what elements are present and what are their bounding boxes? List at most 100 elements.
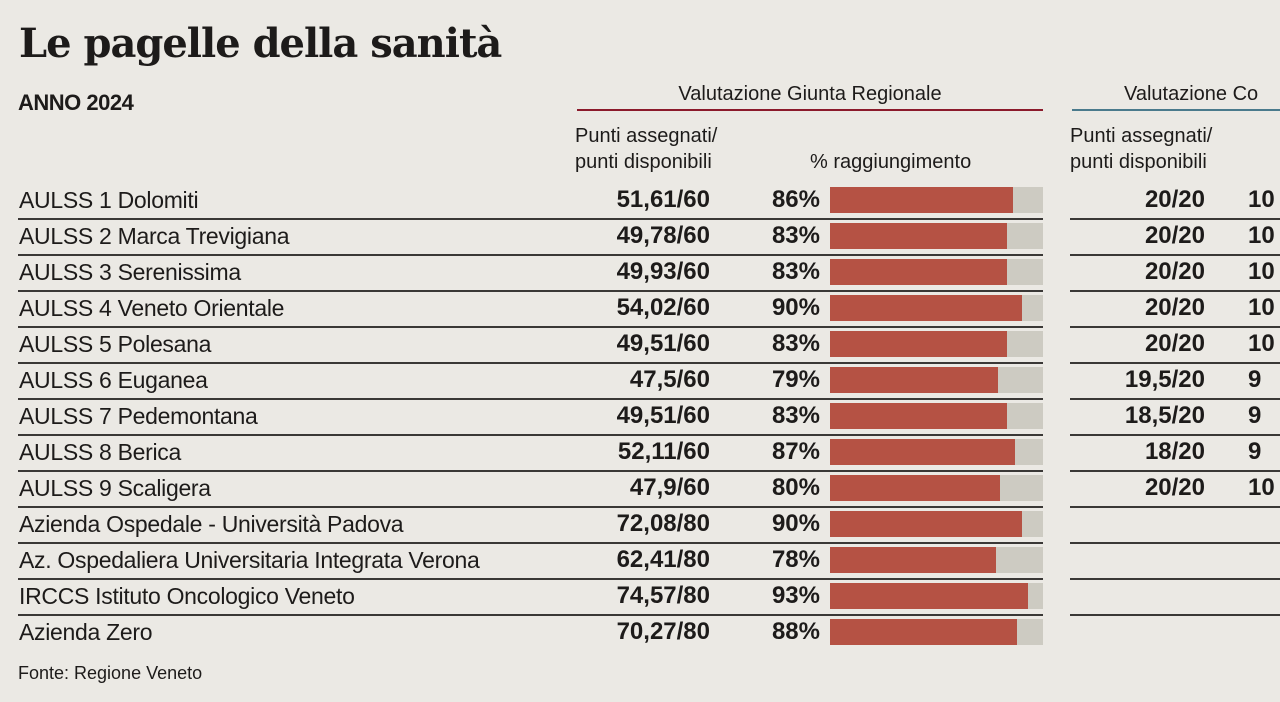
row-score-2: 19,5/20 (1124, 366, 1205, 393)
bar-track (830, 475, 1043, 501)
row-pct-label: 88% (771, 618, 820, 645)
bar-track (830, 259, 1043, 285)
table-row: AULSS 8 Berica 52,11/60 87% 18/20 9 (0, 435, 1280, 472)
group-header-giunta: Valutazione Giunta Regionale (678, 83, 942, 105)
row-score: 49,78/60 (616, 222, 710, 249)
row-divider-2 (1070, 434, 1280, 436)
row-pct-label: 83% (771, 222, 820, 249)
table-row: AULSS 3 Serenissima 49,93/60 83% 20/20 10 (0, 255, 1280, 292)
bar (830, 583, 1029, 609)
row-score: 47,9/60 (629, 474, 710, 501)
chart-subtitle: ANNO 2024 (18, 90, 134, 115)
bar (830, 295, 1022, 321)
row-divider (18, 362, 1043, 364)
row-divider (18, 218, 1043, 220)
row-pct-2: 10 (1248, 258, 1275, 285)
table-row: AULSS 4 Veneto Orientale 54,02/60 90% 20/20… (0, 291, 1280, 328)
row-pct-label: 86% (771, 186, 820, 213)
row-pct-label: 79% (771, 366, 820, 393)
bar-track (830, 583, 1043, 609)
row-divider-2 (1070, 326, 1280, 328)
row-score-2: 20/20 (1144, 258, 1205, 285)
bar-track (830, 223, 1043, 249)
row-pct-label: 87% (771, 438, 820, 465)
row-pct-label: 83% (771, 258, 820, 285)
table-row: AULSS 9 Scaligera 47,9/60 80% 20/20 10 (0, 471, 1280, 508)
bar (830, 331, 1007, 357)
row-divider (18, 614, 1043, 616)
row-score: 52,11/60 (617, 438, 710, 465)
row-name: AULSS 7 Pedemontana (19, 403, 258, 429)
col-header-points-2: Punti assegnati/ punti disponibili (1070, 123, 1212, 175)
row-name: AULSS 3 Serenissima (19, 259, 241, 285)
row-pct-2: 10 (1248, 186, 1275, 213)
row-score-2: 20/20 (1144, 330, 1205, 357)
row-score: 47,5/60 (629, 366, 710, 393)
row-score: 51,61/60 (616, 186, 710, 213)
row-divider (18, 434, 1043, 436)
row-name: Azienda Zero (19, 619, 153, 645)
col-header-points-2-line1: Punti assegnati/ (1070, 125, 1213, 147)
row-score-2: 18,5/20 (1124, 402, 1205, 429)
col-header-points-2-line2: punti disponibili (1070, 151, 1207, 173)
row-name: AULSS 1 Dolomiti (19, 187, 199, 213)
row-name: AULSS 2 Marca Trevigiana (19, 223, 290, 249)
row-name: IRCCS Istituto Oncologico Veneto (19, 583, 355, 609)
bar (830, 223, 1007, 249)
row-pct-2: 10 (1248, 222, 1275, 249)
bar-track (830, 367, 1043, 393)
table-row: IRCCS Istituto Oncologico Veneto 74,57/80… (0, 579, 1280, 616)
row-divider-2 (1070, 362, 1280, 364)
row-score: 72,08/80 (616, 510, 710, 537)
row-score-2: 20/20 (1144, 222, 1205, 249)
row-pct-label: 83% (771, 402, 820, 429)
bar (830, 259, 1007, 285)
bar-track (830, 187, 1043, 213)
row-divider (18, 326, 1043, 328)
source-note: Fonte: Regione Veneto (18, 663, 203, 683)
row-divider (18, 290, 1043, 292)
row-score: 54,02/60 (616, 294, 710, 321)
bar-track (830, 511, 1043, 537)
row-divider-2 (1070, 398, 1280, 400)
row-pct-label: 78% (771, 546, 820, 573)
bar (830, 619, 1018, 645)
row-pct-2: 10 (1248, 474, 1275, 501)
row-pct-label: 83% (771, 330, 820, 357)
row-score: 70,27/80 (616, 618, 710, 645)
row-score-2: 18/20 (1144, 438, 1205, 465)
row-pct-2: 9 (1248, 438, 1262, 465)
row-score: 49,51/60 (616, 402, 710, 429)
row-divider-2 (1070, 218, 1280, 220)
row-score: 74,57/80 (616, 582, 710, 609)
bar-track (830, 547, 1043, 573)
table-row: AULSS 1 Dolomiti 51,61/60 86% 20/20 10 (0, 183, 1280, 220)
row-divider-2 (1070, 254, 1280, 256)
row-divider-2 (1070, 506, 1280, 508)
row-divider-2 (1070, 542, 1280, 544)
col-header-pct: % raggiungimento (810, 151, 972, 173)
table-row: AULSS 6 Euganea 47,5/60 79% 19,5/20 9 (0, 363, 1280, 400)
row-pct-2: 9 (1248, 402, 1262, 429)
row-name: Azienda Ospedale - Università Padova (19, 511, 404, 537)
bar-track (830, 439, 1043, 465)
row-divider-2 (1070, 614, 1280, 616)
chart-title: Le pagelle della sanità (19, 20, 502, 67)
row-name: Az. Ospedaliera Universitaria Integrata … (19, 547, 480, 573)
row-name: AULSS 5 Polesana (19, 331, 212, 357)
row-divider (18, 578, 1043, 580)
col-header-points-line2: punti disponibili (575, 151, 712, 173)
group-rule-giunta (577, 109, 1043, 111)
table-row: Azienda Ospedale - Università Padova 72,0… (0, 507, 1280, 544)
bar (830, 475, 1001, 501)
bar-track (830, 295, 1043, 321)
row-score-2: 20/20 (1144, 294, 1205, 321)
bar (830, 439, 1016, 465)
row-score: 62,41/80 (616, 546, 710, 573)
row-pct-2: 10 (1248, 330, 1275, 357)
table-row: AULSS 7 Pedemontana 49,51/60 83% 18,5/20 9 (0, 399, 1280, 436)
bar-track (830, 331, 1043, 357)
bar (830, 187, 1014, 213)
row-pct-label: 93% (771, 582, 820, 609)
row-divider-2 (1070, 290, 1280, 292)
